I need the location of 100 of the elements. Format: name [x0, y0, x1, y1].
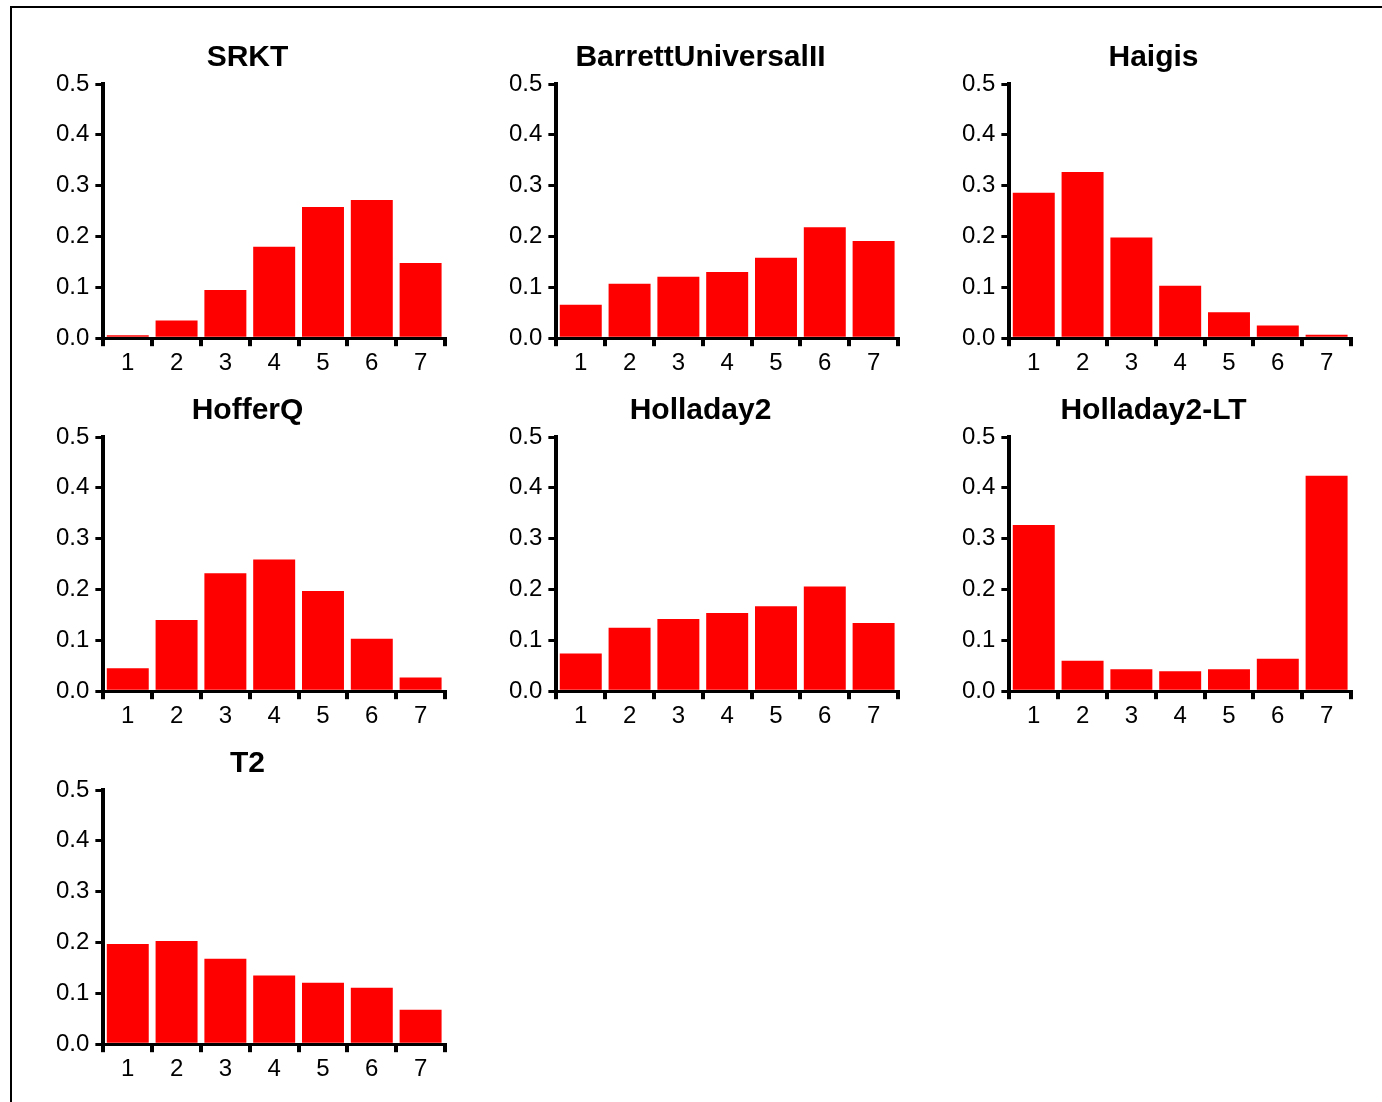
x-tick-label: 1: [1027, 701, 1041, 729]
bar: [657, 619, 700, 690]
y-tick-label: 0.1: [508, 624, 543, 652]
x-tick-label: 3: [218, 1054, 233, 1082]
x-tick-label: 1: [574, 348, 588, 376]
bar: [1305, 475, 1348, 690]
x-tick-label: 7: [866, 701, 881, 729]
bar: [852, 623, 895, 690]
y-tick-label: 0.3: [55, 523, 90, 551]
y-tick-label: 0.0: [55, 675, 90, 703]
bar: [253, 559, 296, 690]
bar: [399, 677, 442, 690]
x-tick-label: 4: [1173, 348, 1187, 376]
x-tick-label: 7: [413, 348, 428, 376]
y-tick-label: 0.5: [961, 68, 996, 96]
bar: [106, 668, 149, 690]
y-tick-label: 0.0: [508, 322, 543, 350]
y-tick-label: 0.5: [55, 421, 90, 449]
bar: [559, 653, 602, 690]
x-tick-label: 7: [413, 701, 428, 729]
y-tick-label: 0.1: [961, 624, 996, 652]
y-tick-label: 0.4: [508, 119, 543, 147]
bar: [399, 1009, 442, 1043]
bar: [1110, 237, 1153, 337]
x-tick-label: 2: [1075, 701, 1090, 729]
y-tick-label: 0.0: [55, 1028, 90, 1056]
x-tick-label: 7: [866, 348, 881, 376]
y-tick-label: 0.0: [961, 322, 996, 350]
x-tick-label: 2: [1075, 348, 1090, 376]
x-tick-label: 3: [1124, 348, 1139, 376]
bar: [1159, 285, 1202, 337]
chart-title: T2: [229, 745, 266, 779]
y-tick-label: 0.5: [55, 774, 90, 802]
x-tick-label: 3: [671, 348, 686, 376]
bar: [706, 612, 749, 690]
bar: [204, 573, 247, 690]
chart-title: SRKT: [206, 39, 289, 73]
x-tick-label: 4: [267, 1054, 281, 1082]
x-tick-label: 3: [218, 701, 233, 729]
x-tick-label: 1: [121, 348, 135, 376]
x-tick-label: 5: [316, 348, 330, 376]
y-tick-label: 0.5: [508, 421, 543, 449]
x-tick-label: 1: [574, 701, 588, 729]
x-tick-label: 1: [121, 701, 135, 729]
x-tick-label: 6: [818, 701, 832, 729]
x-tick-label: 6: [1271, 701, 1285, 729]
x-tick-label: 7: [1319, 701, 1334, 729]
bar: [852, 241, 895, 337]
bar: [1159, 671, 1202, 690]
bar: [1061, 171, 1104, 337]
bar: [608, 627, 651, 690]
bar: [1208, 669, 1250, 690]
chart-title: Holladay2-LT: [1060, 392, 1247, 426]
bar: [657, 276, 700, 337]
y-tick-label: 0.1: [508, 271, 543, 299]
x-tick-label: 2: [169, 701, 184, 729]
x-tick-label: 2: [169, 1054, 184, 1082]
x-tick-label: 6: [365, 1054, 379, 1082]
x-tick-label: 4: [267, 701, 281, 729]
x-tick-label: 2: [169, 348, 184, 376]
bar: [155, 620, 198, 690]
bar: [1305, 334, 1348, 337]
y-tick-label: 0.0: [508, 675, 543, 703]
y-tick-label: 0.4: [508, 472, 543, 500]
x-tick-label: 2: [622, 348, 637, 376]
x-tick-label: 5: [316, 1054, 330, 1082]
bar: [253, 246, 296, 337]
bar: [755, 257, 797, 337]
bar: [350, 987, 393, 1043]
bar: [608, 283, 651, 337]
bar: [1110, 669, 1153, 690]
bar: [350, 638, 393, 690]
x-tick-label: 7: [1319, 348, 1334, 376]
bar: [1256, 325, 1299, 337]
bar: [350, 199, 393, 337]
bar: [204, 958, 247, 1043]
bar: [803, 586, 846, 690]
x-tick-label: 5: [769, 348, 783, 376]
y-tick-label: 0.3: [55, 876, 90, 904]
x-tick-label: 6: [365, 701, 379, 729]
y-tick-label: 0.5: [961, 421, 996, 449]
x-tick-label: 4: [720, 701, 734, 729]
x-tick-label: 6: [365, 348, 379, 376]
y-tick-label: 0.1: [961, 271, 996, 299]
x-tick-label: 1: [1027, 348, 1041, 376]
y-tick-label: 0.2: [961, 221, 996, 249]
y-tick-label: 0.1: [55, 624, 90, 652]
y-tick-label: 0.4: [961, 472, 996, 500]
chart-title: Haigis: [1108, 39, 1199, 73]
x-tick-label: 7: [413, 1054, 428, 1082]
bar: [253, 975, 296, 1043]
y-tick-label: 0.2: [508, 574, 543, 602]
x-tick-label: 4: [720, 348, 734, 376]
y-tick-label: 0.2: [55, 927, 90, 955]
x-tick-label: 4: [267, 348, 281, 376]
bar: [399, 262, 442, 337]
x-tick-label: 3: [1124, 701, 1139, 729]
chart-title: HofferQ: [191, 392, 304, 426]
y-tick-label: 0.3: [961, 523, 996, 551]
x-tick-label: 6: [818, 348, 832, 376]
